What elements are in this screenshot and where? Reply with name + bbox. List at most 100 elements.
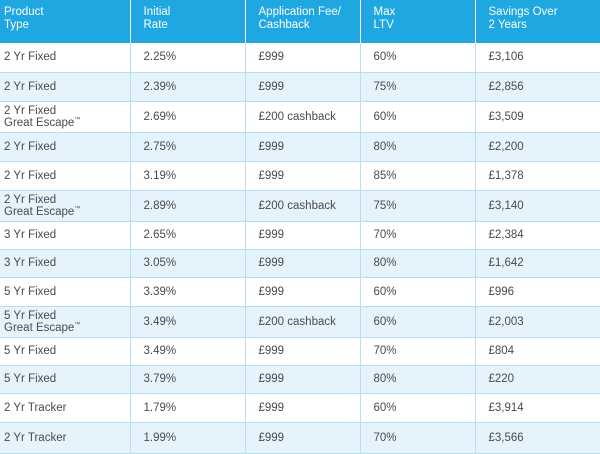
cell-max-ltv: 75% [359,190,475,222]
product-name: 2 Yr Fixed [4,140,57,153]
product-name: 2 Yr Fixed [4,51,57,64]
cell-product-type: 5 Yr Fixed [0,277,130,307]
cell-savings: £3,509 [474,101,600,133]
table-row: 2 Yr Fixed 3.19% £999 85% £1,378 [0,161,600,191]
header-savings-line2: 2 Years [488,19,527,31]
cell-initial-rate: 3.39% [129,277,245,307]
cell-max-ltv: 80% [359,132,475,162]
product-name: 3 Yr Fixed [4,229,57,241]
table-row: 5 Yr Fixed Great Escape™ 3.49% £200 cashbac… [0,306,600,338]
cell-max-ltv: 75% [359,72,475,102]
header-max-ltv: Max LTV [359,0,475,43]
product-variant-label: Great Escape [4,116,75,129]
cell-product-type: 5 Yr Fixed [0,365,130,394]
cell-application-fee: £999 [244,132,360,162]
table-row: 2 Yr Tracker 1.99% £999 70% £3,566 [0,422,600,454]
header-initial-rate: Initial Rate [129,0,245,43]
cell-application-fee: £200 cashback [244,306,360,338]
cell-max-ltv: 80% [359,365,475,394]
header-row: Product Type Initial Rate Application Fe… [0,0,600,43]
table-row: 2 Yr Fixed Great Escape™ 2.69% £200 cashbac… [0,101,600,133]
cell-application-fee: £999 [244,43,360,73]
header-application-fee: Application Fee/ Cashback [244,0,360,43]
cell-product-type: 5 Yr Fixed [0,337,130,366]
cell-application-fee: £999 [244,422,360,454]
cell-application-fee: £999 [244,161,360,191]
header-initial-rate-line1: Initial [143,6,171,18]
header-product-type-line2: Type [4,19,29,31]
cell-initial-rate: 2.39% [129,72,245,102]
cell-product-type: 2 Yr Fixed Great Escape™ [0,190,130,222]
table-header: Product Type Initial Rate Application Fe… [0,0,600,43]
table-row: 2 Yr Fixed 2.39% £999 75% £2,856 [0,72,600,102]
cell-initial-rate: 2.89% [129,190,245,222]
cell-initial-rate: 3.05% [129,249,245,278]
header-product-type-line1: Product [4,6,44,18]
cell-initial-rate: 3.19% [129,161,245,191]
cell-product-type: 2 Yr Fixed [0,132,130,162]
product-name: 2 Yr Tracker [4,431,67,444]
cell-savings: £2,384 [474,221,600,250]
product-name: 2 Yr Fixed [4,193,57,206]
cell-savings: £1,378 [474,161,600,191]
table-row: 5 Yr Fixed 3.49% £999 70% £804 [0,337,600,366]
cell-initial-rate: 2.25% [129,43,245,73]
cell-savings: £220 [474,365,600,394]
cell-max-ltv: 60% [359,43,475,73]
cell-application-fee: £999 [244,221,360,250]
cell-initial-rate: 3.49% [129,337,245,366]
cell-savings: £3,106 [474,43,600,73]
product-name: 2 Yr Tracker [4,401,67,414]
header-product-type: Product Type [0,0,130,43]
cell-savings: £3,140 [474,190,600,222]
table-row: 5 Yr Fixed 3.39% £999 60% £996 [0,277,600,307]
cell-savings: £3,914 [474,393,600,423]
header-savings: Savings Over 2 Years [474,0,600,43]
product-name: 2 Yr Fixed [4,104,57,117]
cell-product-type: 2 Yr Fixed [0,43,130,73]
table-row: 5 Yr Fixed 3.79% £999 80% £220 [0,365,600,394]
header-initial-rate-line2: Rate [143,19,168,31]
cell-max-ltv: 70% [359,221,475,250]
header-max-ltv-line1: Max [373,6,396,18]
product-name: 5 Yr Fixed [4,309,57,322]
header-application-fee-line2: Cashback [258,19,310,31]
table-body: 2 Yr Fixed 2.25% £999 60% £3,106 2 Yr Fixed 2.… [0,43,600,454]
trademark-symbol: ™ [74,116,81,123]
cell-savings: £3,566 [474,422,600,454]
cell-max-ltv: 80% [359,249,475,278]
table-row: 2 Yr Fixed Great Escape™ 2.89% £200 cashbac… [0,190,600,222]
cell-max-ltv: 70% [359,337,475,366]
cell-initial-rate: 1.79% [129,393,245,423]
cell-initial-rate: 1.99% [129,422,245,454]
product-name: 2 Yr Fixed [4,80,57,93]
header-savings-line1: Savings Over [488,6,558,18]
cell-product-type: 3 Yr Fixed [0,249,130,278]
cell-initial-rate: 2.75% [129,132,245,162]
product-name: 5 Yr Fixed [4,373,57,385]
cell-application-fee: £999 [244,277,360,307]
cell-application-fee: £200 cashback [244,101,360,133]
cell-product-type: 5 Yr Fixed Great Escape™ [0,306,130,338]
trademark-symbol: ™ [74,205,81,212]
product-name: 3 Yr Fixed [4,257,57,269]
cell-max-ltv: 70% [359,422,475,454]
cell-initial-rate: 2.65% [129,221,245,250]
cell-application-fee: £999 [244,393,360,423]
cell-application-fee: £999 [244,72,360,102]
table-row: 3 Yr Fixed 3.05% £999 80% £1,642 [0,249,600,278]
header-application-fee-line1: Application Fee/ [258,6,341,18]
table-row: 2 Yr Fixed 2.75% £999 80% £2,200 [0,132,600,162]
cell-product-type: 2 Yr Fixed [0,72,130,102]
header-max-ltv-line2: LTV [373,19,394,31]
cell-product-type: 2 Yr Tracker [0,422,130,454]
cell-savings: £2,003 [474,306,600,338]
cell-product-type: 2 Yr Tracker [0,393,130,423]
trademark-symbol: ™ [74,321,81,328]
cell-max-ltv: 85% [359,161,475,191]
cell-max-ltv: 60% [359,393,475,423]
cell-savings: £804 [474,337,600,366]
cell-initial-rate: 2.69% [129,101,245,133]
cell-max-ltv: 60% [359,277,475,307]
cell-initial-rate: 3.49% [129,306,245,338]
